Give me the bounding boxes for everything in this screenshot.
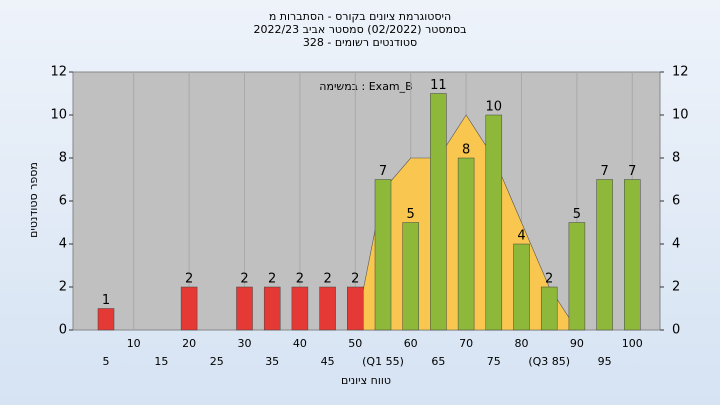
title-line: סטודנטים רשומים - 328 <box>303 36 417 49</box>
bar <box>513 243 530 331</box>
x-tick-label: (Q3 85) <box>528 355 570 368</box>
bar <box>180 286 198 331</box>
data-label: 2 <box>545 272 553 287</box>
bar <box>236 286 253 331</box>
bar <box>97 308 115 331</box>
x-tick-label: 35 <box>265 355 279 368</box>
data-label: 2 <box>268 272 276 287</box>
data-label: 2 <box>185 272 193 287</box>
data-label: 4 <box>517 229 525 244</box>
data-label: 2 <box>296 272 304 287</box>
bar <box>624 179 641 331</box>
x-tick-label: 30 <box>238 337 252 350</box>
annotation: במשימה : Exam_B <box>319 80 412 93</box>
bar <box>457 157 475 331</box>
data-label: 5 <box>407 207 415 222</box>
x-tick-label: 90 <box>570 337 584 350</box>
data-label: 10 <box>486 100 503 115</box>
data-label: 7 <box>379 164 387 179</box>
data-label: 5 <box>573 207 581 222</box>
x-tick-label: 60 <box>404 337 418 350</box>
y2-tick-label: 12 <box>672 65 689 80</box>
data-label: 7 <box>628 164 636 179</box>
x-tick-label: 40 <box>293 337 307 350</box>
x-tick-label: 25 <box>210 355 224 368</box>
y-axis-label: מספר סטודנטים <box>27 162 40 238</box>
x-tick-label: 50 <box>348 337 362 350</box>
y2-tick-label: 6 <box>672 194 680 209</box>
title-line: היסטוגרמת ציונים בקורס - הסתברות מ <box>269 10 451 23</box>
bar <box>485 114 503 331</box>
x-tick-label: 70 <box>459 337 473 350</box>
x-axis-label: טווח ציונים <box>341 374 391 387</box>
y-tick-label: 2 <box>59 280 67 295</box>
data-label: 1 <box>102 293 110 308</box>
y2-tick-label: 8 <box>672 151 680 166</box>
bar <box>319 286 336 331</box>
y-tick-label: 0 <box>59 323 67 338</box>
y2-tick-label: 2 <box>672 280 680 295</box>
y2-tick-label: 4 <box>672 237 680 252</box>
y-tick-label: 6 <box>59 194 67 209</box>
x-tick-label: 5 <box>103 355 110 368</box>
x-tick-label: 15 <box>154 355 168 368</box>
y-tick-label: 12 <box>50 65 67 80</box>
title-line: בסמסטר (02/2022) סמסטר אביב 2022/23 <box>253 23 466 36</box>
y2-tick-label: 0 <box>672 323 680 338</box>
y-tick-label: 4 <box>59 237 67 252</box>
x-tick-label: 45 <box>321 355 335 368</box>
x-tick-label: 10 <box>127 337 141 350</box>
y2-tick-label: 10 <box>672 108 689 123</box>
bar <box>430 93 447 331</box>
y-tick-label: 8 <box>59 151 67 166</box>
bar <box>291 286 309 331</box>
x-tick-label: 20 <box>182 337 196 350</box>
bar <box>263 286 281 331</box>
bar <box>540 286 558 331</box>
data-label: 8 <box>462 143 470 158</box>
x-tick-label: 65 <box>431 355 445 368</box>
bar <box>568 222 586 331</box>
y-tick-label: 10 <box>50 108 67 123</box>
data-label: 2 <box>240 272 248 287</box>
data-label: 2 <box>323 272 331 287</box>
data-label: 7 <box>600 164 608 179</box>
data-label: 11 <box>430 78 447 93</box>
bar <box>374 179 392 331</box>
x-tick-label: 80 <box>515 337 529 350</box>
x-tick-label: (Q1 55) <box>362 355 404 368</box>
x-tick-label: 95 <box>598 355 612 368</box>
bar <box>347 286 364 331</box>
x-tick-label: 75 <box>487 355 501 368</box>
bar <box>596 179 613 331</box>
data-label: 2 <box>351 272 359 287</box>
x-tick-label: 100 <box>622 337 643 350</box>
bar <box>402 222 419 331</box>
